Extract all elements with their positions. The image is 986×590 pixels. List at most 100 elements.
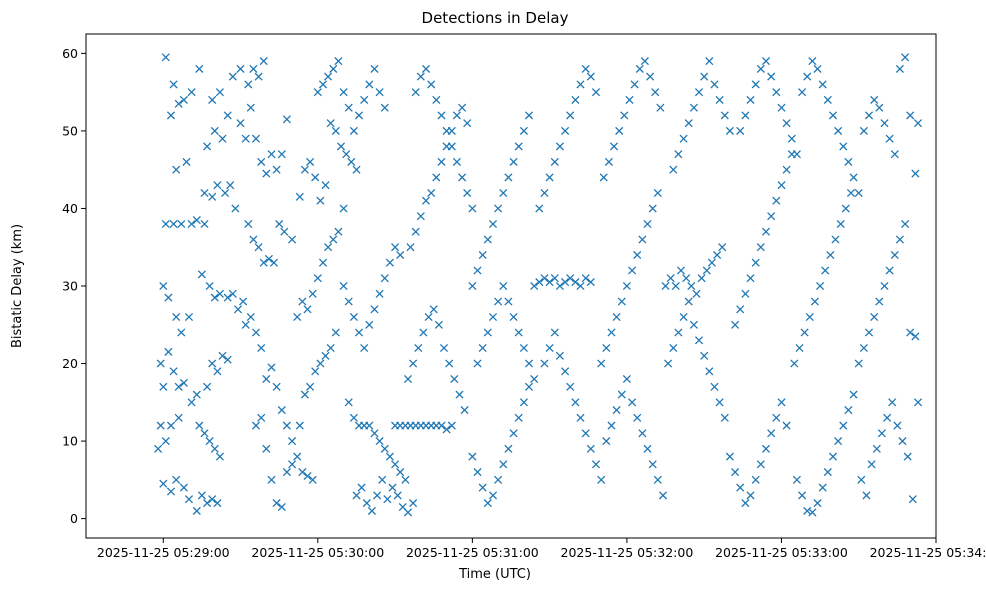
data-point [805, 312, 814, 322]
data-point [640, 57, 649, 66]
data-point [262, 444, 271, 453]
data-point [324, 72, 333, 81]
data-point [777, 181, 786, 190]
x-axis-title: Time (UTC) [458, 567, 531, 582]
data-point [586, 278, 595, 287]
data-point [741, 111, 750, 120]
data-point [192, 506, 201, 515]
data-point [215, 289, 224, 298]
data-point [300, 390, 309, 399]
data-point [772, 88, 781, 97]
data-point [164, 347, 173, 356]
data-point [432, 95, 441, 104]
data-point [661, 281, 670, 291]
data-point [349, 413, 358, 422]
data-point [571, 278, 580, 287]
data-point [895, 235, 904, 244]
data-point [550, 328, 559, 337]
data-point [352, 491, 361, 500]
data-point [406, 243, 415, 252]
data-point [447, 142, 456, 151]
data-point [184, 312, 194, 322]
data-point [638, 235, 647, 244]
data-point [478, 343, 487, 353]
data-point [421, 64, 431, 73]
data-point [424, 312, 433, 322]
data-point [303, 471, 312, 481]
data-point [396, 468, 405, 477]
data-point [877, 429, 886, 438]
data-point [313, 274, 322, 283]
data-point [311, 173, 320, 182]
data-point [676, 266, 686, 275]
data-point [197, 270, 206, 279]
data-point [854, 188, 863, 198]
data-point [494, 297, 503, 306]
data-point [555, 281, 564, 291]
data-point [288, 437, 297, 446]
data-point [354, 328, 364, 337]
data-point [795, 343, 804, 353]
data-point [458, 103, 467, 112]
data-point [483, 235, 492, 244]
data-point [494, 475, 503, 484]
data-point [555, 351, 564, 360]
data-point [862, 491, 871, 500]
data-point [251, 328, 261, 337]
data-point [208, 95, 217, 104]
data-point [535, 278, 544, 287]
data-point [169, 367, 178, 376]
data-point [524, 359, 534, 368]
data-point [213, 499, 222, 508]
data-point [223, 293, 232, 302]
data-point [713, 250, 722, 260]
data-point [166, 111, 176, 120]
data-point [684, 297, 693, 306]
data-point [385, 452, 394, 461]
data-point [187, 88, 196, 97]
data-point [653, 188, 662, 198]
data-point [288, 460, 297, 469]
data-point [205, 437, 214, 446]
data-point [700, 351, 709, 360]
data-point [540, 274, 549, 283]
data-point [736, 126, 745, 135]
data-point [599, 173, 608, 182]
data-point [437, 421, 446, 430]
data-point [161, 53, 170, 62]
data-point [244, 219, 253, 229]
data-point [530, 281, 539, 291]
data-point [246, 103, 255, 112]
data-point [720, 413, 729, 422]
data-point [409, 499, 418, 508]
data-point [581, 274, 590, 283]
data-point [746, 95, 755, 104]
data-point [375, 289, 384, 298]
data-point [653, 475, 662, 484]
data-point [664, 359, 673, 368]
data-point [772, 413, 781, 422]
data-point [885, 266, 894, 275]
data-point [702, 266, 711, 275]
data-point [561, 278, 570, 287]
data-point [509, 429, 518, 438]
data-point [494, 204, 503, 213]
data-point [463, 188, 472, 198]
data-point [437, 157, 446, 166]
data-point [251, 134, 261, 143]
data-point [375, 437, 384, 446]
data-point [715, 398, 724, 407]
data-point [164, 293, 173, 302]
data-point [174, 382, 183, 391]
data-point [625, 95, 634, 104]
data-point [463, 119, 472, 128]
data-point [391, 460, 400, 469]
data-point [218, 351, 227, 360]
data-point [638, 429, 647, 438]
data-point [344, 297, 353, 306]
data-point [612, 312, 621, 322]
data-point [483, 328, 492, 337]
data-point [545, 173, 554, 182]
data-point [798, 491, 807, 500]
data-point [710, 80, 719, 89]
